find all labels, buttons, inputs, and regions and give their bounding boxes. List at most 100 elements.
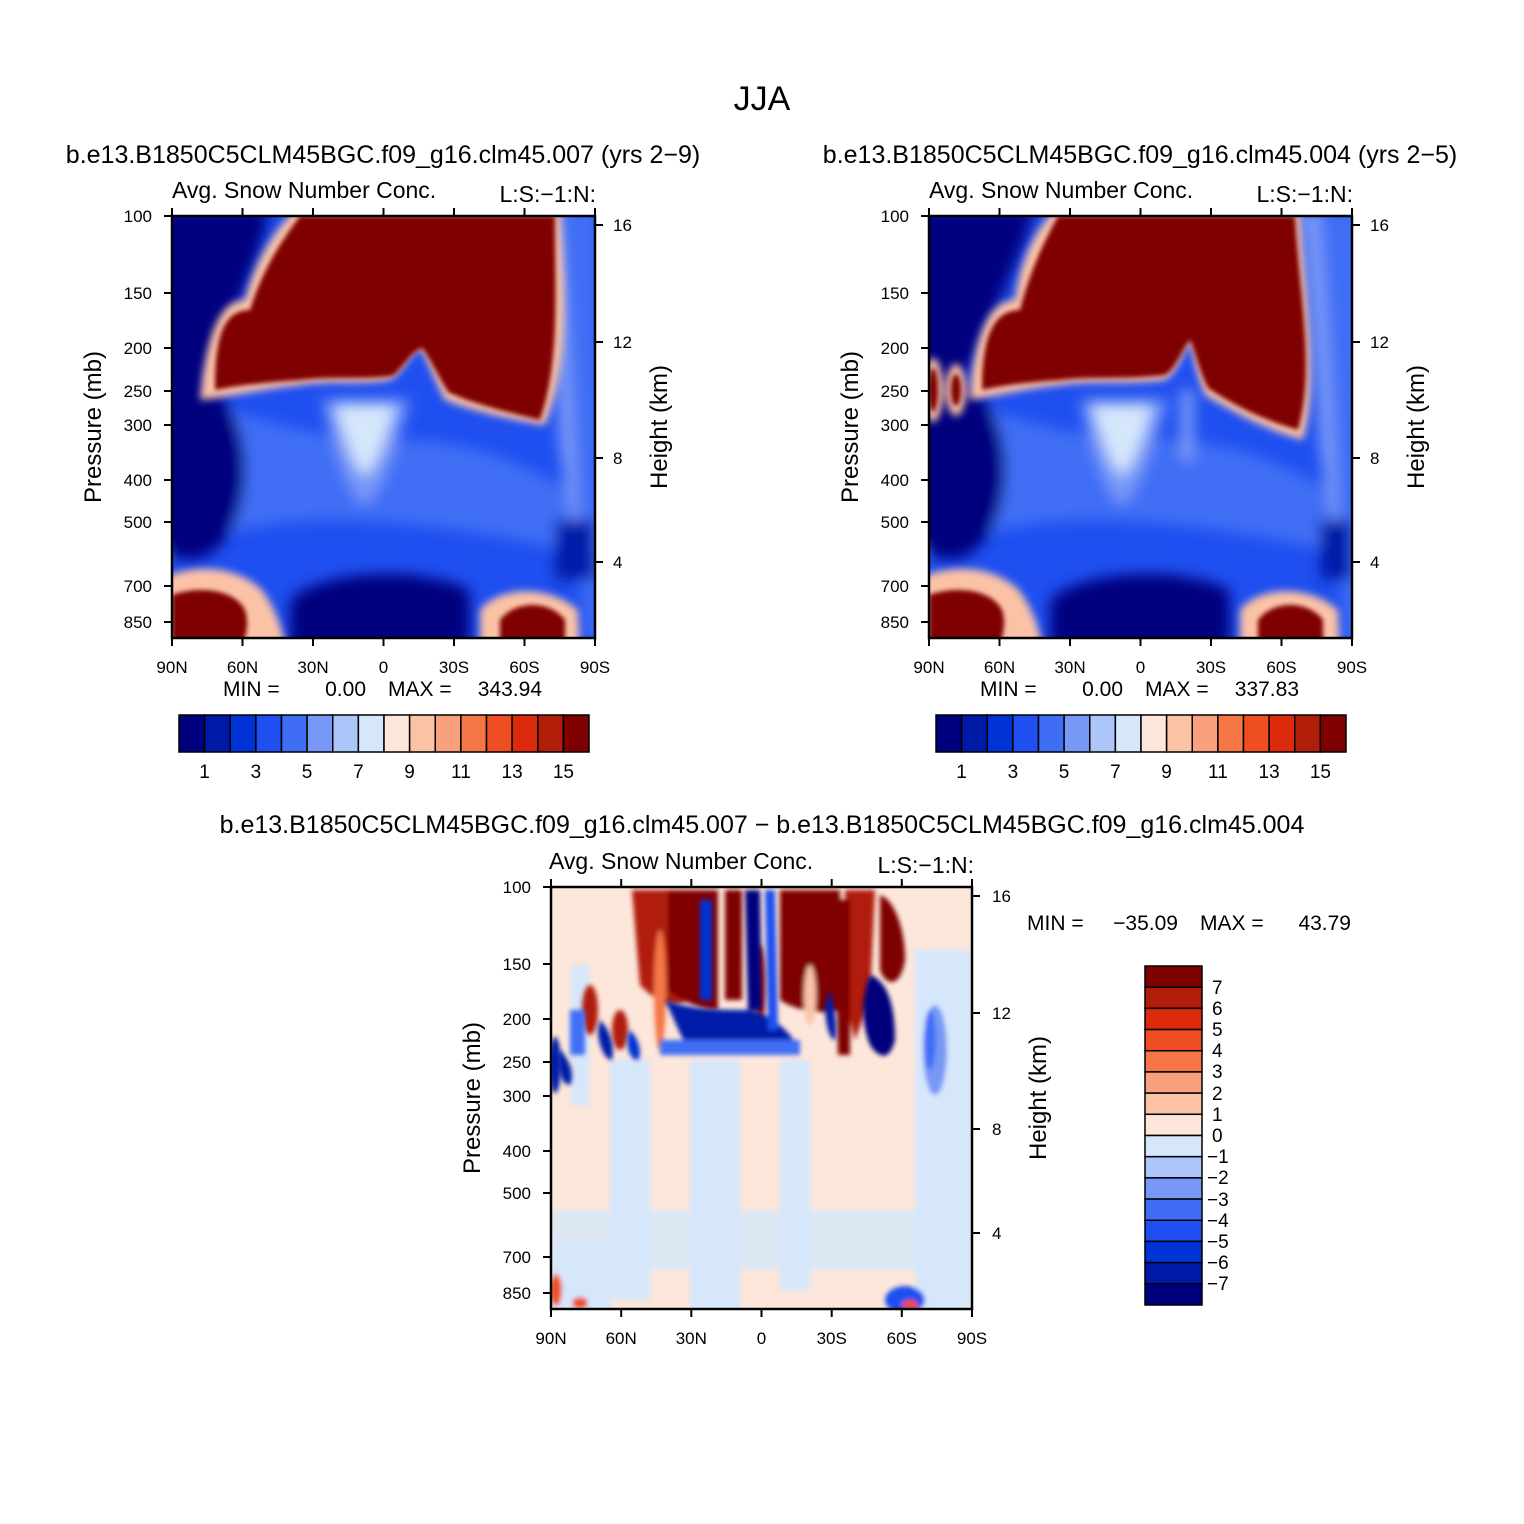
colorbar-swatch — [1063, 714, 1091, 753]
height-tick: 4 — [1370, 553, 1379, 572]
height-tick: 8 — [613, 449, 622, 468]
colorbar-swatch — [1319, 714, 1347, 753]
colorbar-label: −5 — [1207, 1232, 1229, 1253]
pressure-tick: 700 — [124, 577, 152, 596]
pressure-tick: 850 — [124, 613, 152, 632]
lat-tick: 90S — [1337, 658, 1367, 677]
height-tick: 4 — [992, 1224, 1001, 1243]
panel-1-pressure-tick-labels: 100 150 200 250 300 400 500 700 850 — [124, 207, 152, 632]
max-value: 337.83 — [1235, 678, 1299, 701]
max-label: MAX = — [1200, 912, 1264, 935]
colorbar-swatch — [1144, 1113, 1203, 1137]
lat-tick: 0 — [1136, 658, 1145, 677]
colorbar-label: −3 — [1207, 1190, 1229, 1211]
pressure-tick: 150 — [124, 284, 152, 303]
panel-3-ticks — [543, 879, 980, 1317]
colorbar-label: −1 — [1207, 1147, 1229, 1168]
min-label: MIN = — [1027, 912, 1084, 935]
pressure-tick: 400 — [503, 1142, 531, 1161]
lat-tick: 30S — [1196, 658, 1226, 677]
height-tick: 12 — [613, 333, 632, 352]
colorbar-label: −2 — [1207, 1168, 1229, 1189]
panel-1-min-max: MIN = 0.00 MAX = 343.94 — [223, 678, 542, 701]
colorbar-label: 5 — [1212, 1020, 1223, 1041]
colorbar-swatch — [1114, 714, 1142, 753]
colorbar-swatch — [1144, 1177, 1203, 1200]
pressure-tick: 200 — [503, 1010, 531, 1029]
panel-2-colorbar — [935, 714, 1347, 753]
pressure-tick: 300 — [124, 416, 152, 435]
colorbar-label: 7 — [1110, 762, 1121, 783]
colorbar-swatch — [562, 714, 590, 753]
colorbar-swatch — [1242, 714, 1270, 753]
colorbar-swatch — [1144, 1050, 1203, 1073]
colorbar-swatch — [1144, 1028, 1203, 1052]
colorbar-swatch — [1012, 714, 1040, 753]
lat-tick: 60N — [227, 658, 258, 677]
pressure-tick: 400 — [124, 471, 152, 490]
panel-1-height-tick-labels: 16 12 8 4 — [613, 216, 632, 572]
pressure-tick: 500 — [881, 513, 909, 532]
colorbar-label: 5 — [302, 762, 313, 783]
colorbar-label: 6 — [1212, 999, 1223, 1020]
colorbar-label: 13 — [1259, 762, 1280, 783]
height-tick: 12 — [1370, 333, 1389, 352]
panel-2-ylabel-right: Height (km) — [1403, 365, 1430, 489]
lat-tick: 30N — [297, 658, 328, 677]
pressure-tick: 400 — [881, 471, 909, 490]
pressure-tick: 300 — [881, 416, 909, 435]
colorbar-swatch — [178, 714, 206, 753]
pressure-tick: 300 — [503, 1087, 531, 1106]
colorbar-swatch — [332, 714, 360, 753]
pressure-tick: 150 — [881, 284, 909, 303]
colorbar-swatch — [1144, 1007, 1203, 1031]
colorbar-swatch — [1191, 714, 1219, 753]
colorbar-label: 11 — [1208, 762, 1228, 783]
lat-tick: 30S — [439, 658, 469, 677]
lat-tick: 30N — [676, 1329, 707, 1348]
colorbar-swatch — [306, 714, 334, 753]
colorbar-label: 2 — [1212, 1084, 1223, 1105]
colorbar-swatch — [1144, 1198, 1203, 1221]
lat-tick: 90S — [957, 1329, 987, 1348]
height-tick: 16 — [613, 216, 632, 235]
pressure-tick: 250 — [503, 1053, 531, 1072]
colorbar-swatch — [203, 714, 231, 753]
lat-tick: 30S — [817, 1329, 847, 1348]
colorbar-label: 1 — [956, 762, 967, 783]
colorbar-swatch — [1037, 714, 1065, 753]
pressure-tick: 100 — [881, 207, 909, 226]
panel-1-ylabel-left: Pressure (mb) — [80, 351, 107, 503]
panel-1-contour-field — [172, 216, 595, 638]
pressure-tick: 200 — [881, 339, 909, 358]
panel-1-colorbar-labels: 1 3 5 7 9 11 13 15 — [199, 762, 574, 783]
colorbar-swatch — [229, 714, 257, 753]
lat-tick: 90S — [580, 658, 610, 677]
lat-tick: 60S — [1266, 658, 1296, 677]
max-value: 43.79 — [1298, 912, 1351, 935]
colorbar-label: −7 — [1207, 1274, 1229, 1295]
lat-tick: 0 — [379, 658, 388, 677]
colorbar-label: 4 — [1212, 1041, 1223, 1062]
colorbar-swatch — [1144, 1283, 1203, 1306]
panel-2-pressure-tick-labels: 100 150 200 250 300 400 500 700 850 — [881, 207, 909, 632]
colorbar-swatch — [485, 714, 513, 753]
panel-2-case-title: b.e13.B1850C5CLM45BGC.f09_g16.clm45.004 … — [823, 141, 1457, 169]
colorbar-swatch — [1144, 1240, 1203, 1264]
panel-3-variable-label: Avg. Snow Number Conc. — [549, 848, 813, 874]
height-tick: 8 — [992, 1120, 1001, 1139]
colorbar-swatch — [1144, 1261, 1203, 1285]
panel-3-height-tick-labels: 16 12 8 4 — [992, 887, 1011, 1243]
colorbar-label: 3 — [1008, 762, 1019, 783]
colorbar-label: 7 — [353, 762, 364, 783]
lat-tick: 90N — [913, 658, 944, 677]
colorbar-swatch — [1268, 714, 1296, 753]
pressure-tick: 100 — [503, 878, 531, 897]
lat-tick: 30N — [1054, 658, 1085, 677]
panel-2-variable-label: Avg. Snow Number Conc. — [929, 177, 1193, 203]
max-label: MAX = — [388, 678, 452, 701]
lat-tick: 60N — [606, 1329, 637, 1348]
pressure-tick: 500 — [503, 1184, 531, 1203]
colorbar-label: 15 — [1310, 762, 1331, 783]
colorbar-swatch — [1144, 1134, 1203, 1158]
